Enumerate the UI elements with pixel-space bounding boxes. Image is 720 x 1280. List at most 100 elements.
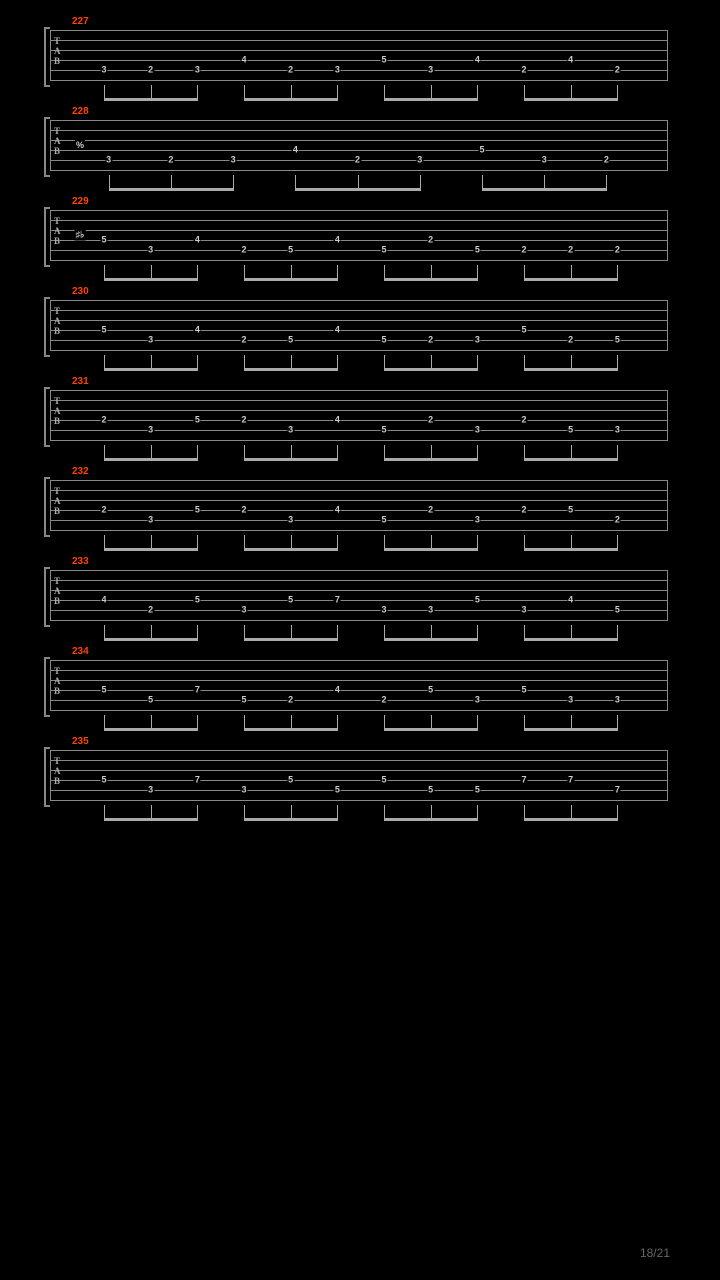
beam: [384, 728, 478, 731]
tab-note: 5: [194, 596, 201, 605]
tab-note: 4: [334, 686, 341, 695]
beam-group-row: [50, 445, 668, 465]
note-stem: [384, 445, 385, 459]
note-stem: [295, 175, 296, 189]
tab-note: 2: [567, 336, 574, 345]
note-stem: [244, 355, 245, 369]
beam-group-row: [50, 175, 668, 195]
note-stem: [104, 85, 105, 99]
beam: [104, 278, 198, 281]
measure-number: 230: [72, 286, 89, 297]
staff-line: [50, 390, 668, 391]
tab-note: 2: [520, 66, 527, 75]
staff-line: [50, 520, 668, 521]
note-stem: [571, 805, 572, 819]
note-stem: [384, 625, 385, 639]
note-stem: [571, 265, 572, 279]
tab-note: 5: [427, 786, 434, 795]
staff-line: [50, 790, 668, 791]
tab-note: 3: [541, 156, 548, 165]
note-stem: [109, 175, 110, 189]
barline: [667, 210, 668, 260]
tab-note: 4: [567, 56, 574, 65]
tab-clef: TAB: [54, 126, 61, 156]
tab-note: 5: [474, 786, 481, 795]
tab-note: 5: [194, 506, 201, 515]
staff-line: [50, 750, 668, 751]
beam: [244, 818, 338, 821]
beam: [104, 638, 198, 641]
tab-staff: TAB235234523253: [50, 390, 668, 440]
staff-line: [50, 510, 668, 511]
note-stem: [617, 85, 618, 99]
staff-line: [50, 610, 668, 611]
tab-note: 5: [100, 326, 107, 335]
tab-note: 3: [240, 606, 247, 615]
beam-group-row: [50, 265, 668, 285]
tab-note: 5: [614, 336, 621, 345]
tab-note: 2: [167, 156, 174, 165]
note-stem: [617, 265, 618, 279]
beam: [244, 98, 338, 101]
staff-line: [50, 800, 668, 801]
tab-note: 5: [380, 56, 387, 65]
tab-note: 3: [614, 426, 621, 435]
tab-note: 3: [287, 516, 294, 525]
note-stem: [244, 625, 245, 639]
measure: 230TAB534254523525: [50, 300, 670, 350]
beam-group-row: [50, 805, 668, 825]
tab-note: 5: [380, 336, 387, 345]
note-stem: [151, 715, 152, 729]
beam: [244, 368, 338, 371]
barline: [667, 660, 668, 710]
staff-line: [50, 420, 668, 421]
note-stem: [197, 85, 198, 99]
beam: [104, 458, 198, 461]
beam: [244, 458, 338, 461]
tab-note: 3: [427, 66, 434, 75]
tab-note: 2: [427, 506, 434, 515]
note-stem: [617, 445, 618, 459]
note-stem: [104, 535, 105, 549]
note-stem: [291, 85, 292, 99]
staff-line: [50, 230, 668, 231]
note-stem: [617, 625, 618, 639]
staff-line: [50, 690, 668, 691]
tab-note: 4: [334, 326, 341, 335]
note-stem: [197, 715, 198, 729]
measure: 228TAB%323423532: [50, 120, 670, 170]
tab-page: 227TAB323423534242228TAB%323423532229TAB…: [0, 0, 720, 1280]
barline: [50, 30, 51, 80]
note-stem: [431, 445, 432, 459]
note-stem: [291, 265, 292, 279]
note-stem: [337, 535, 338, 549]
tab-note: 7: [567, 776, 574, 785]
note-stem: [244, 535, 245, 549]
beam: [244, 278, 338, 281]
staff-line: [50, 490, 668, 491]
measure-number: 234: [72, 646, 89, 657]
tab-note: 3: [520, 606, 527, 615]
beam: [524, 278, 618, 281]
tab-note: 5: [334, 786, 341, 795]
tab-note: 2: [567, 246, 574, 255]
measure-number: 232: [72, 466, 89, 477]
note-stem: [151, 535, 152, 549]
note-stem: [524, 355, 525, 369]
note-stem: [431, 85, 432, 99]
beam: [524, 818, 618, 821]
staff-bracket: [44, 477, 50, 537]
note-stem: [197, 535, 198, 549]
staff-line: [50, 120, 668, 121]
note-stem: [384, 355, 385, 369]
note-stem: [617, 715, 618, 729]
tab-note: 5: [478, 146, 485, 155]
staff-line: [50, 480, 668, 481]
staff-line: [50, 700, 668, 701]
tab-note: 2: [614, 66, 621, 75]
staff-line: [50, 30, 668, 31]
note-stem: [477, 265, 478, 279]
tab-note: 2: [240, 416, 247, 425]
tab-clef: TAB: [54, 756, 61, 786]
staff-line: [50, 350, 668, 351]
